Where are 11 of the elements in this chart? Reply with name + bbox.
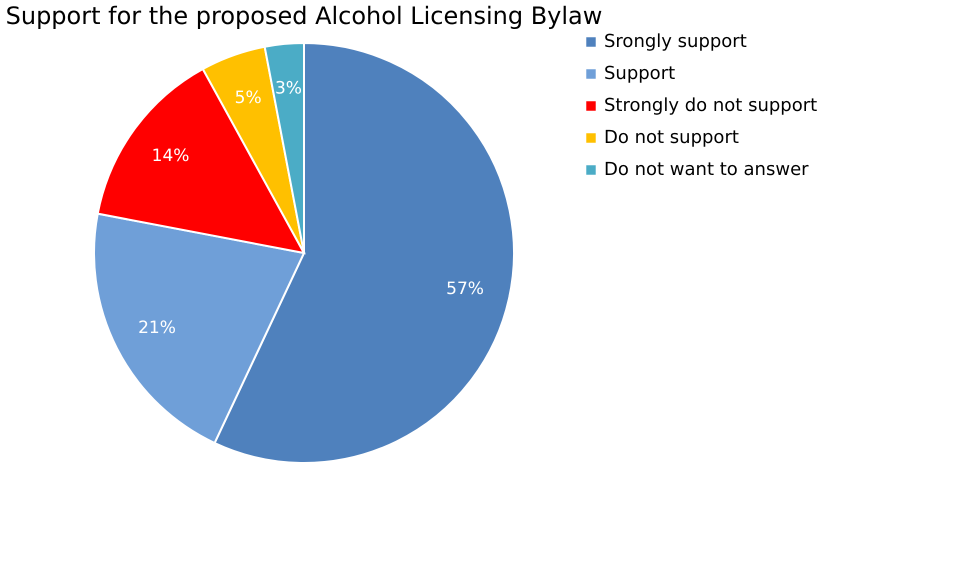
data-label: 3% [274,78,302,99]
data-label: 57% [446,278,484,299]
legend-label: Support [604,63,676,84]
data-label: 14% [152,146,190,166]
data-label: 21% [138,318,176,338]
legend-label: Strongly do not support [604,95,818,116]
legend-label: Do not want to answer [604,159,810,180]
data-label: 5% [234,88,262,108]
legend-label: Do not support [604,127,739,148]
chart-title: Support for the proposed Alcohol Licensing Bylaw [6,2,602,30]
legend-label: Srongly support [604,31,747,52]
